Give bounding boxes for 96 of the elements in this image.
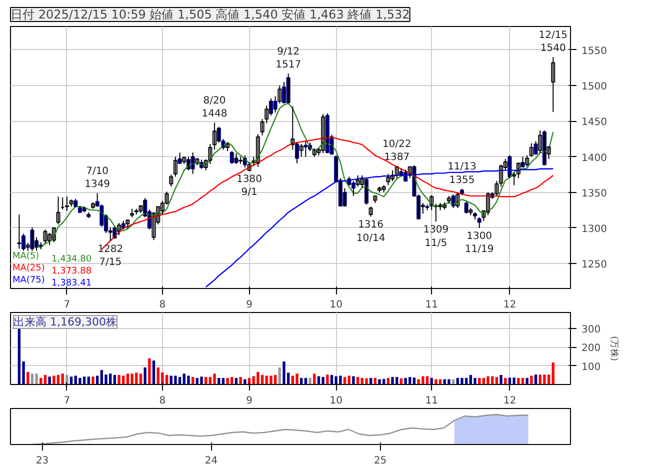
annotation: 8/20 1448 <box>202 95 228 120</box>
y-tick-label: 1550 <box>582 46 607 57</box>
bar <box>92 376 94 384</box>
bar <box>486 376 490 384</box>
annotation: 1300 11/19 <box>464 230 494 256</box>
bar <box>391 377 394 384</box>
bar <box>365 378 368 384</box>
x-tick-label: 25 <box>374 456 387 466</box>
bar <box>144 367 146 384</box>
x-tick-label: 8 <box>159 396 166 406</box>
x-tick-label: 12 <box>503 396 516 406</box>
bar <box>552 362 554 384</box>
y-tick-label: 200 <box>582 343 601 354</box>
bar <box>139 374 142 384</box>
x-tick-label: 11 <box>425 300 438 310</box>
y-tick-label: 1300 <box>582 224 607 235</box>
bar <box>278 367 281 384</box>
bar <box>30 374 34 384</box>
y-tick-label: 1400 <box>582 152 607 164</box>
bar <box>296 374 298 384</box>
bar <box>270 376 272 384</box>
bar <box>517 378 520 384</box>
bar <box>322 377 324 384</box>
bar <box>460 378 464 384</box>
bar <box>313 374 316 384</box>
bar <box>543 374 546 384</box>
y-tick-label: 100 <box>582 362 601 373</box>
bar <box>526 378 528 384</box>
bar <box>200 376 203 384</box>
series-label: MA(5) <box>12 252 40 262</box>
annotation: 7/10 1349 <box>84 166 110 190</box>
bar <box>308 378 312 384</box>
bar <box>35 374 38 384</box>
bar <box>282 361 286 384</box>
x-tick-label: 23 <box>36 456 49 466</box>
y-tick-label: 1350 <box>582 188 607 200</box>
bar <box>352 376 355 384</box>
annotation: 1,373.88 <box>52 266 92 276</box>
x-tick-label: 11 <box>425 396 438 406</box>
x-tick-label: 9 <box>246 396 252 406</box>
annotation: 1282 7/15 <box>98 244 124 268</box>
annotation: 9/12 1517 <box>276 46 302 70</box>
candlestick <box>234 152 238 164</box>
annotation: 12/15 1540 <box>538 30 568 54</box>
bar <box>226 378 229 384</box>
bar <box>530 376 533 384</box>
bar <box>126 374 130 384</box>
x-tick-label: 8 <box>159 300 166 310</box>
x-tick-label: 24 <box>204 456 218 466</box>
bar <box>256 372 260 384</box>
bar <box>239 377 242 384</box>
text: MA(75) <box>12 276 45 286</box>
bar <box>378 379 381 384</box>
bar <box>512 378 516 384</box>
annotation: 1309 11/5 <box>423 224 449 249</box>
bar <box>448 379 450 384</box>
x-tick-label: 7 <box>64 300 70 310</box>
x-tick-label: 10 <box>330 396 342 406</box>
annotation: 出来高 1,169,300株 <box>14 316 117 328</box>
bar <box>474 378 476 384</box>
bar <box>61 374 64 384</box>
y-tick-label: 1450 <box>582 117 607 128</box>
bar <box>48 376 51 384</box>
x-tick-label: 12 <box>503 300 516 310</box>
text: MA(25) <box>12 264 45 274</box>
bar <box>148 358 151 384</box>
chart-title: 日付 2025/12/15 10:59 始値 1,505 高値 1,540 安値 1,463 終値 1,532 <box>10 8 410 22</box>
bar <box>187 376 190 384</box>
bar <box>100 370 104 384</box>
bar <box>434 379 438 384</box>
bar <box>130 374 134 384</box>
y-tick-label: 300 <box>582 324 601 336</box>
y-tick-label: 1250 <box>582 260 607 271</box>
bar <box>430 378 433 384</box>
annotation: 1,383.41 <box>52 278 92 288</box>
bar <box>66 374 68 384</box>
x-tick-label: 10 <box>330 300 342 310</box>
x-tick-label: 9 <box>246 300 252 310</box>
y-axis-title: (万株) <box>608 336 620 362</box>
bar <box>417 379 420 384</box>
x-tick-label: 7 <box>64 396 70 406</box>
bar <box>152 360 156 384</box>
bar <box>244 379 246 384</box>
bar <box>78 378 82 384</box>
bar <box>118 374 120 384</box>
bar <box>52 376 56 384</box>
annotation: 11/13 1355 <box>448 162 476 186</box>
annotation: 1,434.80 <box>52 254 92 264</box>
bar <box>404 378 407 384</box>
bar <box>500 374 502 384</box>
bar <box>174 376 177 384</box>
annotation: 10/22 1387 <box>382 138 412 164</box>
annotation: 1380 9/1 <box>236 174 262 198</box>
annotation: 1316 10/14 <box>356 220 386 244</box>
y-tick-label: 1500 <box>582 82 607 93</box>
bar <box>213 374 216 384</box>
